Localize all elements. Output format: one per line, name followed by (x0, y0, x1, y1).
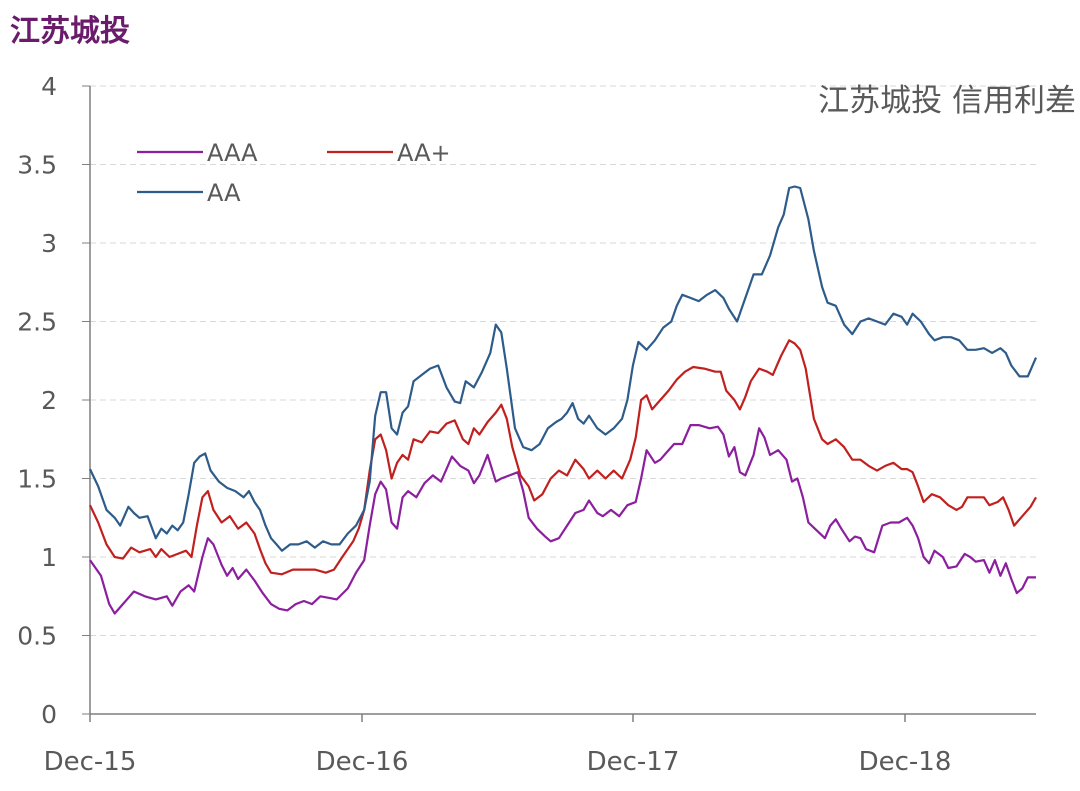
series-lines (89, 185, 1038, 615)
legend-label: AAA (207, 139, 258, 167)
chart-label: 江苏城投 信用利差 (818, 83, 1076, 119)
y-tick-label: 2.5 (17, 308, 57, 337)
y-axis-ticks: 0 0.5 1 1.5 2 2.5 3 3.5 4 (17, 72, 91, 729)
x-tick-label: Dec-15 (44, 747, 137, 777)
y-tick-label: 0 (41, 700, 57, 729)
y-tick-label: 4 (41, 72, 57, 101)
legend: AAA AA+ AA (137, 139, 451, 207)
y-tick-label: 0.5 (17, 622, 57, 651)
x-tick-label: Dec-16 (316, 747, 409, 777)
page-title: 江苏城投 (10, 14, 130, 49)
y-tick-label: 2 (41, 386, 57, 415)
series-line-aa-plus (89, 339, 1037, 576)
x-tick-label: Dec-18 (859, 747, 952, 777)
series-line-aa (89, 185, 1038, 552)
gridlines (90, 85, 1036, 636)
y-tick-label: 3.5 (17, 151, 57, 180)
series-line-aaa (89, 424, 1036, 615)
legend-label: AA (207, 179, 241, 207)
legend-label: AA+ (397, 139, 451, 167)
x-tick-label: Dec-17 (587, 747, 680, 777)
y-tick-label: 1 (41, 543, 57, 572)
y-tick-label: 3 (41, 229, 57, 258)
y-tick-label: 1.5 (17, 465, 57, 494)
x-axis-ticks: Dec-15 Dec-16 Dec-17 Dec-18 (44, 713, 1036, 777)
